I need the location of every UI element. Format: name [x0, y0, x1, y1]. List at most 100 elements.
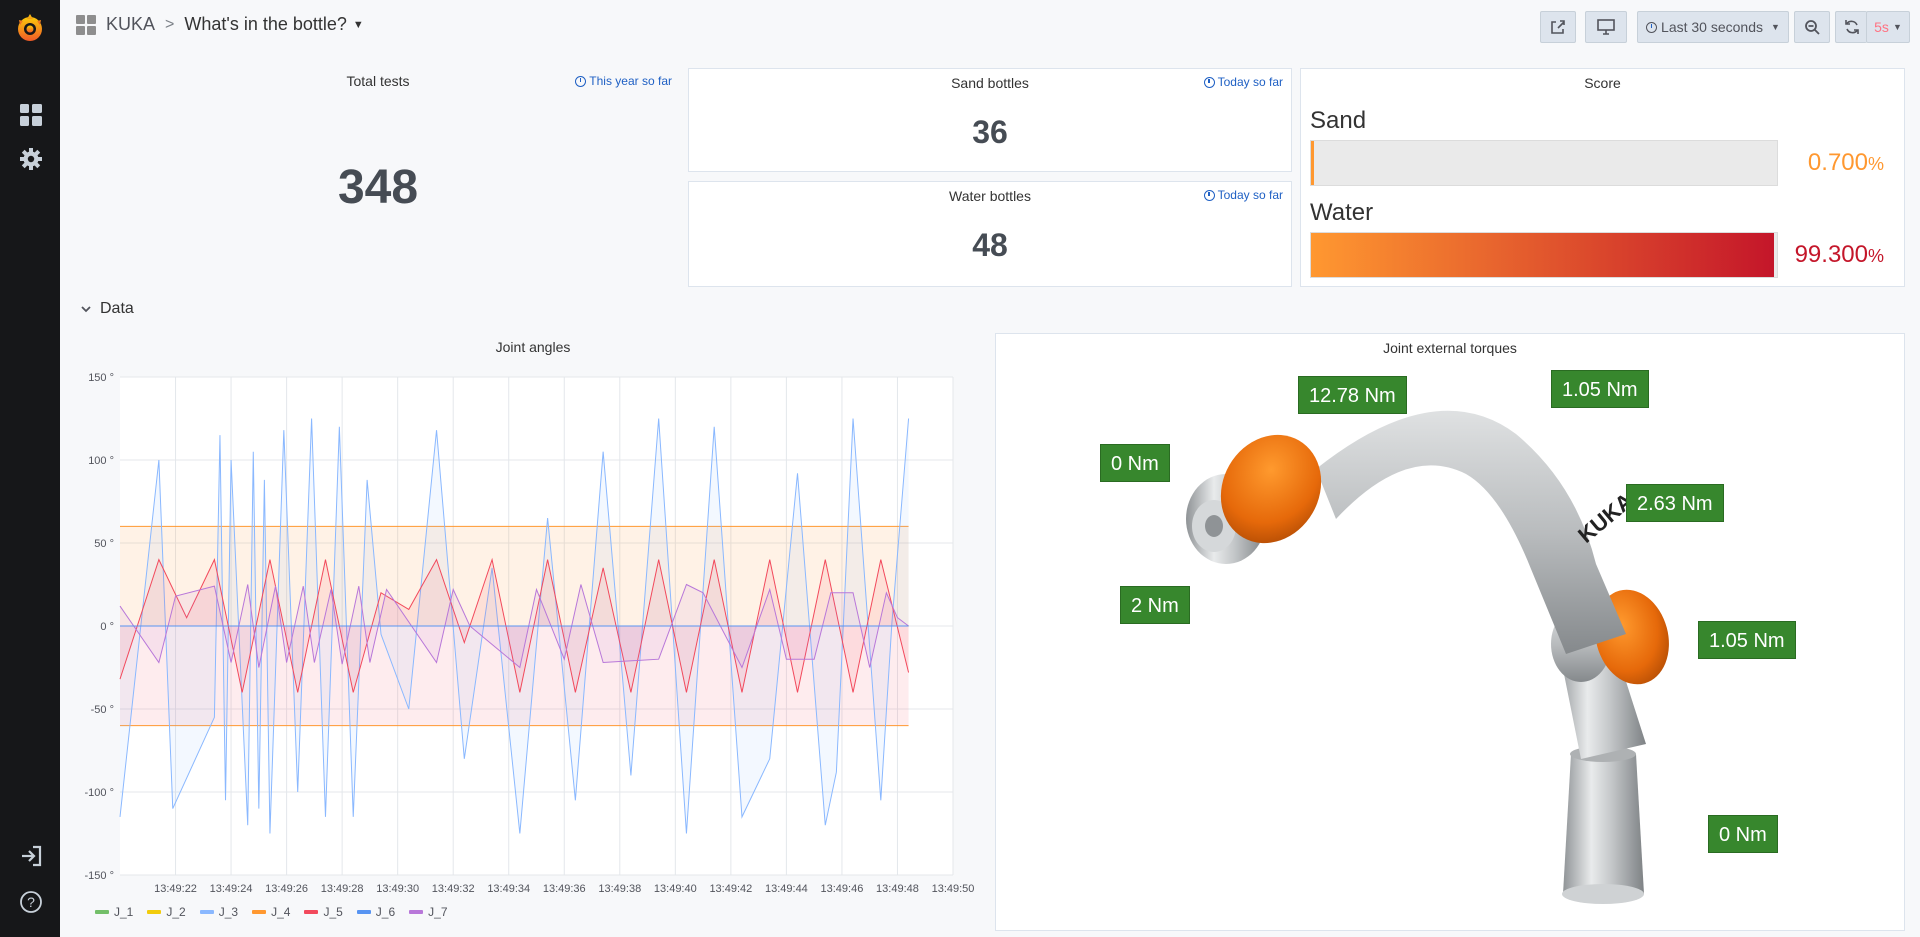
dashboards-icon[interactable]: [19, 103, 43, 127]
x-tick-label: 13:49:26: [265, 883, 308, 895]
y-tick-label: -100 °: [85, 787, 114, 799]
torque-label-joint-3: 1.05 Nm: [1551, 370, 1649, 408]
legend-label: J_6: [375, 905, 396, 919]
time-range-picker[interactable]: Last 30 seconds ▼: [1637, 11, 1789, 43]
row-title: Data: [100, 300, 134, 317]
legend-label: J_7: [428, 905, 448, 919]
clock-icon: [1203, 76, 1215, 88]
legend-item-j_1[interactable]: J_1: [95, 905, 133, 919]
legend-label: J_1: [114, 905, 134, 919]
clock-icon: [1203, 189, 1215, 201]
water-bottles-time-info: Today so far: [1203, 188, 1283, 202]
sand-score-value: 0.700%: [1808, 149, 1884, 177]
score-title: Score: [1584, 75, 1621, 91]
chevron-down-icon: [81, 306, 91, 313]
x-tick-label: 13:49:22: [154, 883, 197, 895]
water-score-number: 99.300: [1794, 241, 1868, 268]
caret-down-icon[interactable]: ▼: [352, 18, 364, 31]
legend-item-j_5[interactable]: J_5: [304, 905, 343, 919]
legend-swatch: [252, 910, 267, 914]
legend-item-j_2[interactable]: J_2: [147, 905, 186, 919]
caret-down-icon: ▼: [1892, 22, 1902, 32]
sand-bottles-panel: Sand bottles Today so far 36: [688, 68, 1292, 172]
threshold-band-lower: [120, 626, 909, 726]
row-header-data[interactable]: Data: [80, 300, 134, 318]
refresh-button[interactable]: [1835, 11, 1867, 43]
torque-label-joint-4: 2.63 Nm: [1626, 484, 1724, 522]
help-icon[interactable]: ?: [19, 890, 43, 914]
refresh-interval-picker[interactable]: 5s ▼: [1866, 11, 1910, 43]
top-navbar: KUKA > What's in the bottle? ▼ Last 30 s…: [60, 0, 1920, 52]
y-tick-label: -150 °: [85, 870, 114, 882]
legend-swatch: [304, 910, 319, 914]
legend-item-j_3[interactable]: J_3: [199, 905, 238, 919]
sand-score-label: Sand: [1310, 107, 1367, 134]
joint-angles-panel: Joint angles: [78, 333, 988, 931]
gear-icon[interactable]: [19, 147, 43, 171]
svg-text:?: ?: [27, 894, 35, 910]
sand-score-number: 0.700: [1807, 149, 1868, 176]
y-tick-label: 50 °: [94, 538, 114, 550]
water-bottles-title: Water bottles: [949, 188, 1031, 204]
series-line-j_3: [119, 418, 910, 834]
breadcrumb-folder[interactable]: KUKA: [106, 14, 156, 34]
legend-item-j_4[interactable]: J_4: [252, 905, 290, 919]
score-panel: Score Sand 0.700% Water 99.300%: [1300, 68, 1905, 287]
robot-arm-image: KUKA: [1186, 410, 1669, 904]
x-tick-label: 13:49:42: [709, 883, 752, 895]
joint-angles-title: Joint angles: [495, 339, 571, 355]
legend-label: J_2: [166, 905, 186, 919]
sand-bottles-info-text: Today so far: [1217, 75, 1283, 89]
legend-swatch: [199, 910, 214, 914]
sand-score-bar: [1310, 140, 1778, 186]
time-range-label: Last 30 seconds: [1661, 19, 1764, 35]
zoom-out-button[interactable]: [1794, 11, 1830, 43]
y-tick-label: 0 °: [100, 621, 114, 633]
refresh-icon: [1844, 20, 1859, 34]
dashboard-title[interactable]: What's in the bottle?: [184, 14, 347, 34]
sand-bottles-time-info: Today so far: [1203, 75, 1283, 89]
water-bottles-value: 48: [972, 227, 1008, 263]
sign-in-icon[interactable]: [19, 844, 43, 868]
chart-legend: J_1 J_2 J_3 J_4 J_5 J_6 J_7: [95, 905, 448, 919]
x-tick-label: 13:49:40: [654, 883, 697, 895]
legend-swatch: [409, 910, 424, 914]
total-tests-value: 348: [337, 161, 419, 214]
water-score-label: Water: [1310, 199, 1374, 226]
y-tick-label: 150 °: [88, 372, 114, 384]
x-tick-label: 13:49:38: [598, 883, 641, 895]
legend-item-j_7[interactable]: J_7: [409, 905, 448, 919]
total-tests-title: Total tests: [346, 73, 410, 89]
torque-label-joint-2: 12.78 Nm: [1298, 376, 1407, 414]
joint-angles-chart[interactable]: 150 ° 100 ° 50 ° 0 ° -50 ° -100 ° -150 ° 13:49:…: [0, 0, 1000, 937]
y-tick-label: 100 °: [88, 455, 114, 467]
water-score-unit: %: [1867, 246, 1884, 266]
water-score-fill: [1311, 233, 1774, 277]
breadcrumb: KUKA > What's in the bottle? ▼: [76, 14, 364, 35]
grafana-logo-icon[interactable]: [13, 11, 47, 45]
series-line-j_5: [119, 557, 910, 693]
legend-swatch: [356, 910, 371, 914]
legend-item-j_6[interactable]: J_6: [356, 905, 396, 919]
dashboard-grid-icon: [76, 14, 96, 35]
sidebar: ?: [0, 0, 60, 937]
sand-score-unit: %: [1867, 154, 1884, 174]
share-button[interactable]: [1540, 11, 1576, 43]
clock-icon: [575, 75, 587, 87]
x-tick-label: 13:49:32: [432, 883, 475, 895]
joint-torques-panel: Joint external torques KUKA 0: [995, 333, 1905, 931]
legend-swatch: [147, 910, 162, 914]
total-tests-panel: Total tests This year so far 348: [78, 68, 678, 288]
x-tick-label: 13:49:28: [321, 883, 364, 895]
sand-bottles-value: 36: [972, 114, 1008, 150]
joint-torques-title: Joint external torques: [1383, 340, 1517, 356]
x-tick-label: 13:49:46: [821, 883, 864, 895]
x-tick-label: 13:49:48: [876, 883, 919, 895]
sand-score-fill: [1311, 141, 1315, 185]
monitor-icon: [1597, 19, 1615, 35]
x-tick-label: 13:49:30: [376, 883, 419, 895]
refresh-interval-label: 5s: [1874, 19, 1889, 35]
total-tests-info-text: This year so far: [589, 74, 672, 88]
tv-mode-button[interactable]: [1585, 11, 1627, 43]
x-tick-label: 13:49:24: [210, 883, 253, 895]
